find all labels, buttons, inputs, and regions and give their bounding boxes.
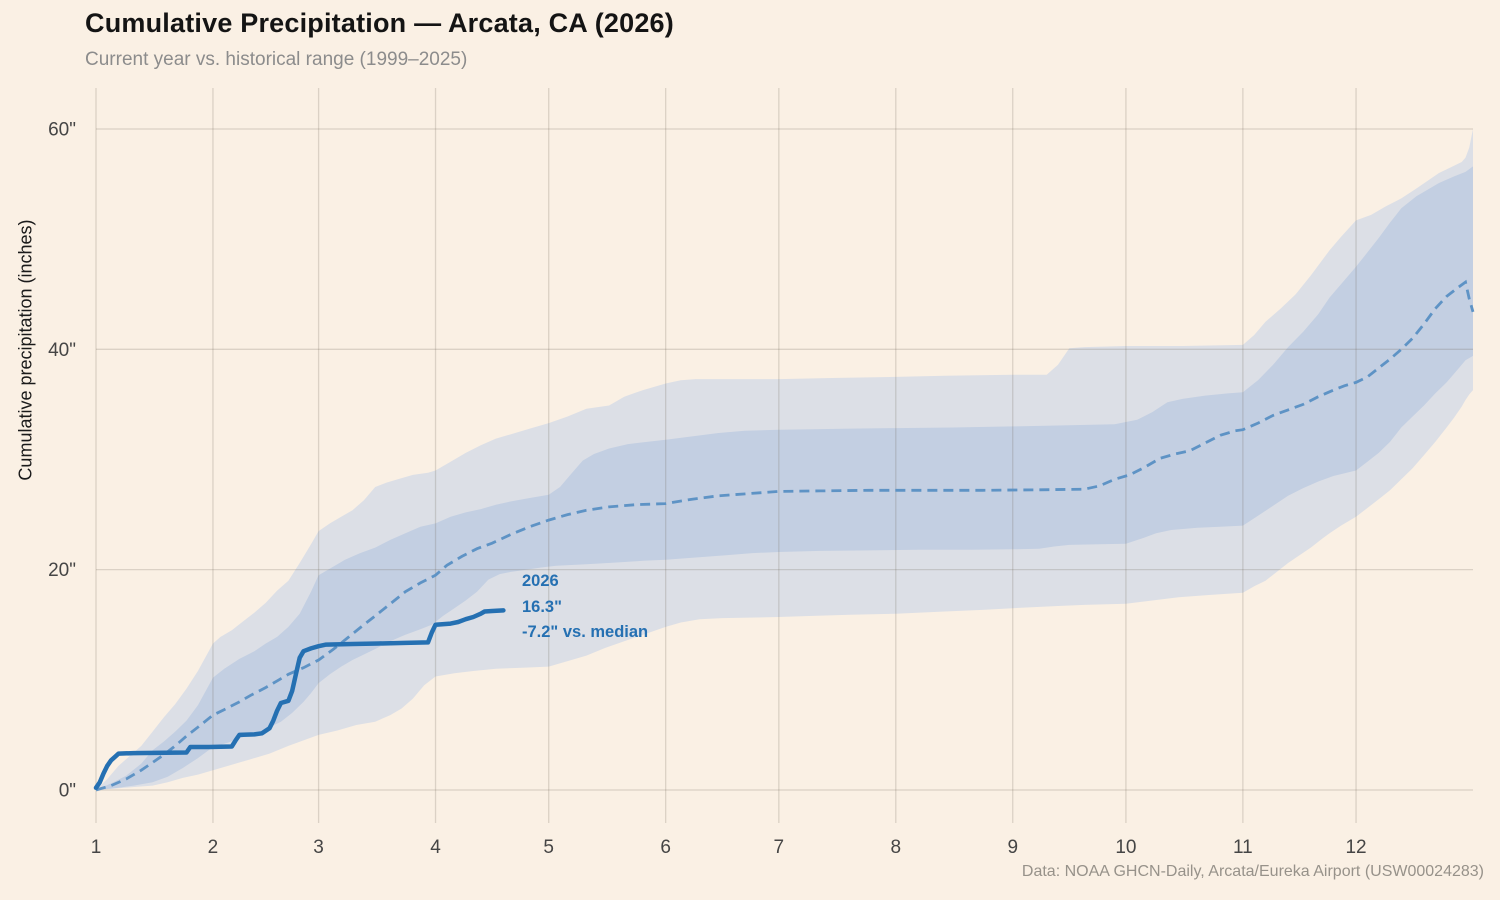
page-subtitle: Current year vs. historical range (1999–… xyxy=(85,49,468,70)
annotation-value: 16.3" xyxy=(522,597,562,616)
y-tick-label: 60" xyxy=(48,119,76,140)
x-tick-label: 4 xyxy=(430,837,441,858)
x-tick-label: 5 xyxy=(543,837,554,858)
x-tick-label: 10 xyxy=(1115,837,1136,858)
x-tick-label: 11 xyxy=(1233,837,1253,858)
y-tick-label: 0" xyxy=(59,781,76,802)
x-tick-label: 2 xyxy=(208,837,219,858)
y-tick-label: 40" xyxy=(48,340,76,361)
x-tick-label: 1 xyxy=(91,837,102,858)
x-tick-label: 3 xyxy=(313,837,324,858)
data-source-note: Data: NOAA GHCN-Daily, Arcata/Eureka Air… xyxy=(1021,863,1484,880)
annotation-year: 2026 xyxy=(522,572,559,590)
gridlines xyxy=(95,88,1473,823)
x-tick-label: 7 xyxy=(774,837,785,858)
current-year-annotation: 2026 16.3" -7.2" vs. median xyxy=(522,569,648,646)
page-title: Cumulative Precipitation — Arcata, CA (2… xyxy=(85,8,674,38)
y-axis-label: Cumulative precipitation (inches) xyxy=(15,219,36,481)
historical-median-line xyxy=(95,279,1475,792)
annotation-delta: -7.2" vs. median xyxy=(522,623,649,641)
x-tick-label: 6 xyxy=(660,837,671,858)
x-tick-label: 9 xyxy=(1007,837,1018,858)
current-year-line xyxy=(93,608,506,791)
y-tick-label: 20" xyxy=(48,560,76,581)
x-tick-label: 12 xyxy=(1345,837,1366,858)
historical-iqr-band xyxy=(96,166,1473,790)
x-tick-label: 8 xyxy=(891,837,902,858)
